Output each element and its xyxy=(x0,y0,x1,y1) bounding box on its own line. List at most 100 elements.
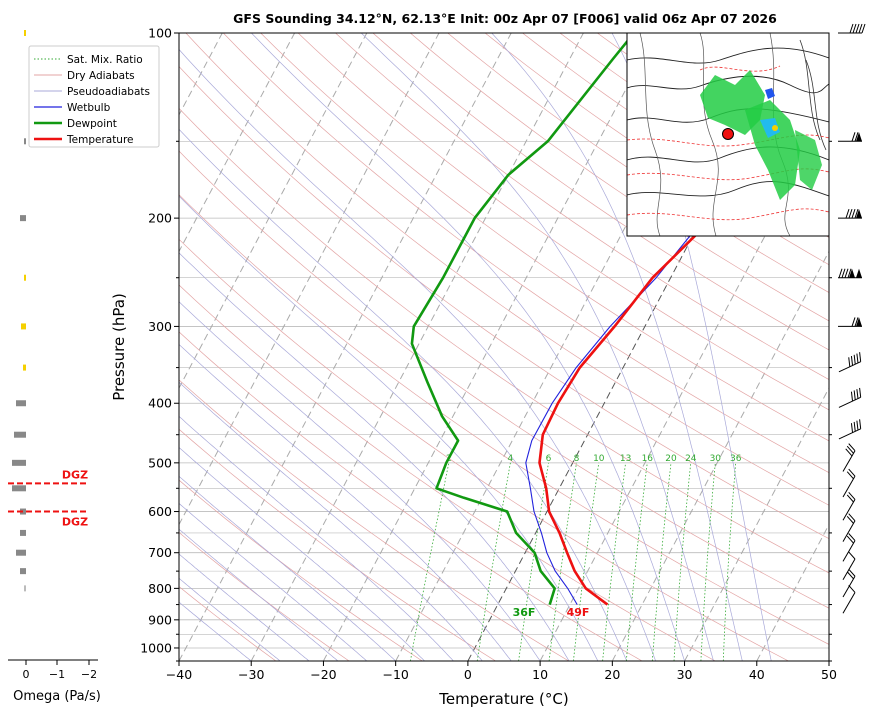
omega-bar xyxy=(14,431,26,438)
omega-tick-label: −1 xyxy=(49,668,65,681)
isotherm-50 xyxy=(828,659,829,661)
y-tick-label: 400 xyxy=(148,396,172,411)
omega-bar xyxy=(16,400,26,407)
pseudoadiabat-34 xyxy=(360,33,714,661)
omega-axis-label: Omega (Pa/s) xyxy=(13,689,101,704)
mixing-ratio-label: 30 xyxy=(710,454,722,464)
mixing-ratio-label: 36 xyxy=(730,454,742,464)
mixing-ratio-line-30 xyxy=(700,462,716,661)
omega-bar xyxy=(24,138,26,145)
dry-adiabat-110 xyxy=(260,33,829,442)
dry-adiabat-10 xyxy=(179,379,569,661)
dewpoint-profile xyxy=(410,33,636,605)
dry-adiabat-50 xyxy=(179,194,829,645)
dry-adiabat-120 xyxy=(297,33,829,411)
wind-barbs xyxy=(838,23,866,614)
pseudoadiabat-6 xyxy=(179,343,512,661)
x-tick-label: 50 xyxy=(821,667,837,682)
wind-barb xyxy=(842,585,856,614)
pseudoadiabat-18 xyxy=(179,195,599,661)
y-tick-label: 500 xyxy=(148,455,172,470)
y-axis: 100 200 300 400 500 600 700 800 900 1000 xyxy=(140,26,832,662)
surface-labels: 36F 49F xyxy=(513,606,590,619)
wind-barb xyxy=(838,208,862,219)
chart-title: GFS Sounding 34.12°N, 62.13°E Init: 00z … xyxy=(233,11,777,26)
y-tick-label: 900 xyxy=(148,612,172,627)
pseudoadiabat--22 xyxy=(179,553,310,661)
omega-bar xyxy=(16,549,26,556)
pseudoadiabat-2 xyxy=(179,381,483,661)
pseudoadiabat--14 xyxy=(179,502,368,661)
isotherm--60 xyxy=(179,33,368,390)
dry-adiabat-160 xyxy=(447,33,829,293)
pseudoadiabat--18 xyxy=(179,528,339,661)
dry-adiabat-60 xyxy=(179,150,829,609)
mixing-ratio-line-20 xyxy=(651,462,672,661)
wind-barb xyxy=(838,268,862,279)
mixing-ratio-label: 13 xyxy=(620,454,631,464)
y-tick-label: 200 xyxy=(148,211,172,226)
mixing-ratio-label: 4 xyxy=(508,454,514,464)
wind-barb xyxy=(842,513,856,542)
x-tick-label: −20 xyxy=(310,667,336,682)
dry-adiabat-100 xyxy=(223,33,829,474)
surface-temperature-label: 49F xyxy=(567,606,590,619)
omega-bar xyxy=(20,568,26,575)
dry-adiabat-80 xyxy=(179,66,829,540)
isotherm-20 xyxy=(611,250,829,661)
x-tick-label: 20 xyxy=(604,667,620,682)
pseudoadiabat--2 xyxy=(179,415,454,661)
omega-tick-label: −2 xyxy=(81,668,97,681)
x-tick-label: −40 xyxy=(166,667,192,682)
x-tick-label: 30 xyxy=(677,667,693,682)
dry-adiabat-20 xyxy=(179,331,643,661)
x-tick-label: 10 xyxy=(532,667,548,682)
dry-adiabat-40 xyxy=(179,238,789,661)
pseudoadiabat-38 xyxy=(491,33,743,661)
wind-barb xyxy=(838,317,862,327)
omega-bar xyxy=(20,529,26,536)
dry-adiabat-170 xyxy=(484,33,829,266)
mixing-ratio-label: 16 xyxy=(642,454,654,464)
y-tick-label: 1000 xyxy=(140,640,172,655)
y-tick-label: 100 xyxy=(148,26,172,41)
isotherm--30 xyxy=(250,33,584,661)
pseudoadiabat-30 xyxy=(251,33,685,661)
isotherm-10 xyxy=(539,113,829,661)
omega-bar xyxy=(12,459,26,466)
x-tick-label: −10 xyxy=(382,667,408,682)
wind-barb xyxy=(838,419,862,440)
wind-barb xyxy=(842,491,856,521)
plot-frame xyxy=(178,32,830,662)
omega-bar xyxy=(20,215,26,222)
wind-barb xyxy=(842,468,856,498)
isotherm--40 xyxy=(179,33,512,661)
mixing-ratio-label: 24 xyxy=(685,454,697,464)
omega-tick-label: 0 xyxy=(23,668,30,681)
pseudoadiabat-26 xyxy=(179,48,657,661)
wind-barb xyxy=(838,352,862,373)
pseudoadiabat-10 xyxy=(179,301,541,661)
x-axis-label: Temperature (°C) xyxy=(438,690,568,708)
mixing-ratio-label: 6 xyxy=(546,454,552,464)
wind-barb xyxy=(842,443,856,472)
legend: Sat. Mix. Ratio Dry Adiabats Pseudoadiabat… xyxy=(28,45,160,148)
dgz-label: DGZ xyxy=(62,516,88,529)
pseudoadiabat--26 xyxy=(179,577,281,661)
mixing-ratio-label: 10 xyxy=(593,454,605,464)
y-tick-label: 800 xyxy=(148,581,172,596)
x-axis: −40 −30 −20 −10 0 10 20 30 40 50 xyxy=(166,661,837,682)
omega-panel: 0 −1 −2 Omega (Pa/s) DGZ DGZ xyxy=(8,30,101,704)
dry-adiabat--20 xyxy=(179,532,350,661)
dry-adiabat-140 xyxy=(372,33,829,351)
pseudoadiabat--10 xyxy=(179,475,396,661)
omega-bar xyxy=(12,485,26,492)
pseudoadiabat--30 xyxy=(179,601,252,661)
x-tick-label: 40 xyxy=(749,667,765,682)
y-axis-label: Pressure (hPa) xyxy=(110,293,128,401)
pseudoadiabat-22 xyxy=(179,128,628,661)
mixing-ratio-line-36 xyxy=(722,462,737,661)
y-tick-label: 300 xyxy=(148,319,172,334)
isotherm--20 xyxy=(322,33,657,661)
